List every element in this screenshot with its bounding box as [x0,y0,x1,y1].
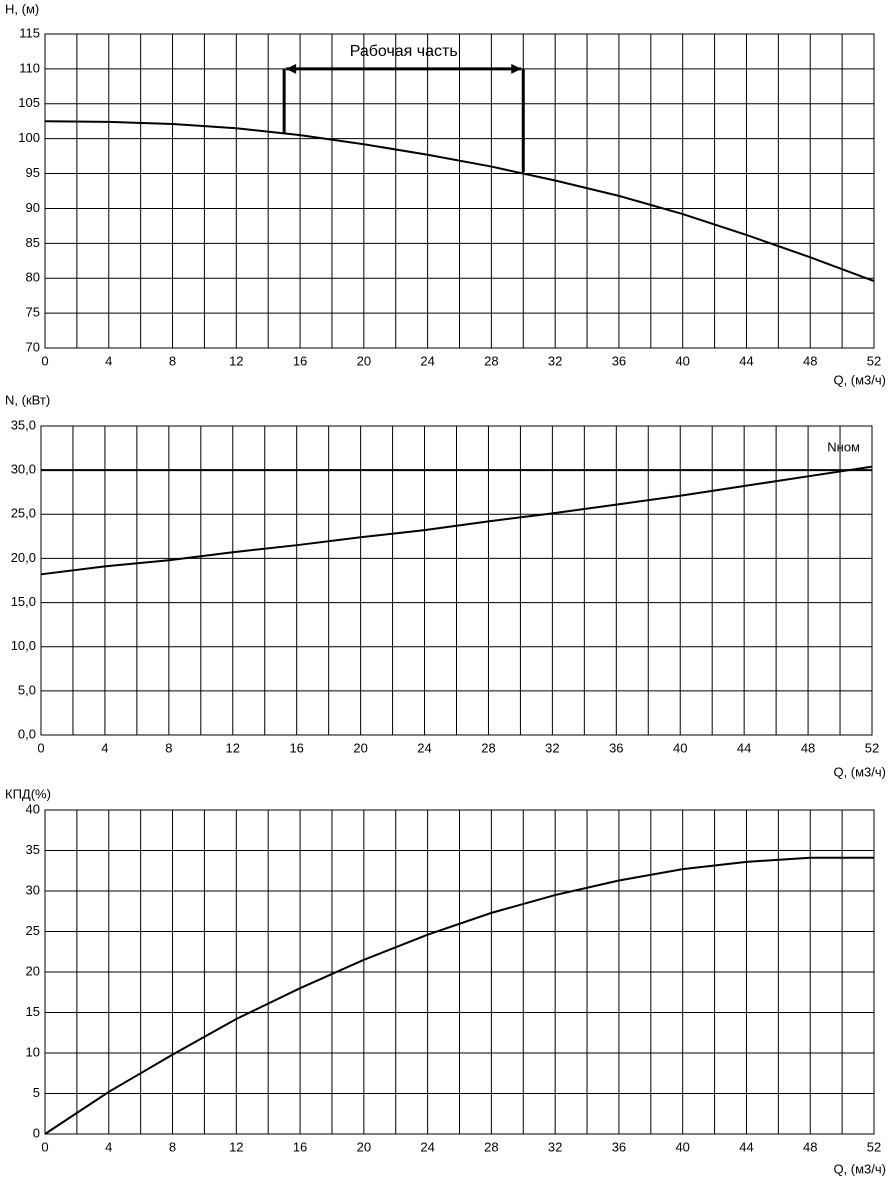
x-tick-label: 12 [229,1139,243,1154]
x-tick-label: 44 [739,353,753,368]
line-series [44,120,875,282]
x-tick-label: 28 [481,740,495,755]
x-tick-label: 32 [548,353,562,368]
line-series [44,856,874,1135]
x-tick-label: 36 [612,1139,626,1154]
x-tick-label: 16 [293,1139,307,1154]
y-tick-label: 100 [18,130,40,145]
x-tick-label: 52 [865,740,879,755]
y-axis-label: КПД(%) [5,786,51,801]
x-tick-label: 44 [737,740,751,755]
y-tick-label: 90 [26,200,40,215]
y-tick-label: 0 [33,1125,40,1140]
x-tick-label: 0 [41,353,48,368]
y-tick-label: 40 [26,801,40,816]
y-tick-label: 75 [26,305,40,320]
x-tick-label: 24 [420,1139,434,1154]
y-tick-label: 35 [26,842,40,857]
y-tick-label: 85 [26,235,40,250]
x-tick-label: 12 [229,353,243,368]
y-tick-label: 110 [19,60,40,75]
x-tick-label: 8 [169,353,176,368]
x-tick-label: 28 [484,1139,498,1154]
y-tick-label: 30 [26,882,40,897]
annotation-text: Рабочая часть [350,43,458,60]
arrow-head [286,63,297,74]
x-tick-label: 16 [293,353,307,368]
y-tick-label: 70 [26,339,40,354]
y-tick-label: 15 [26,1004,40,1019]
y-tick-label: 20 [26,963,40,978]
y-axis-label: N, (кВт) [5,392,50,407]
x-tick-label: 12 [226,740,240,755]
y-tick-label: 25,0 [11,506,36,521]
y-tick-label: 5,0 [18,682,36,697]
x-tick-label: 52 [867,1139,881,1154]
x-axis-label: Q, (м3/ч) [833,372,886,387]
y-tick-label: 80 [26,270,40,285]
x-tick-label: 16 [289,740,303,755]
x-tick-label: 48 [803,1139,817,1154]
x-tick-label: 20 [353,740,367,755]
y-tick-label: 115 [19,25,40,40]
x-axis-label: Q, (м3/ч) [833,764,886,779]
x-tick-label: 48 [803,353,817,368]
x-tick-label: 4 [105,1139,112,1154]
x-tick-label: 32 [548,1139,562,1154]
arrow-head [511,63,522,74]
y-tick-label: 25 [26,923,40,938]
x-tick-label: 48 [801,740,815,755]
x-tick-label: 24 [420,353,434,368]
x-tick-label: 4 [105,353,112,368]
y-tick-label: 5 [33,1085,40,1100]
x-tick-label: 52 [867,353,881,368]
y-tick-label: 15,0 [11,594,36,609]
x-tick-label: 24 [417,740,431,755]
y-tick-label: 105 [18,95,40,110]
y-tick-label: 0,0 [18,726,36,741]
x-tick-label: 40 [675,353,689,368]
y-axis-label: H, (м) [5,1,39,16]
x-tick-label: 32 [545,740,559,755]
line-series [40,465,873,576]
x-tick-label: 0 [41,1139,48,1154]
y-tick-label: 95 [26,165,40,180]
x-tick-label: 20 [357,353,371,368]
y-tick-label: 10 [26,1044,40,1059]
x-tick-label: 8 [165,740,172,755]
x-tick-label: 8 [169,1139,176,1154]
y-tick-label: 30,0 [11,462,36,477]
x-axis-label: Q, (м3/ч) [833,1161,886,1176]
x-tick-label: 36 [612,353,626,368]
y-tick-label: 20,0 [11,550,36,565]
x-tick-label: 40 [673,740,687,755]
x-tick-label: 0 [37,740,44,755]
reference-label: Nном [827,440,860,455]
x-tick-label: 20 [357,1139,371,1154]
y-tick-label: 10,0 [11,638,36,653]
x-tick-label: 4 [101,740,108,755]
x-tick-label: 28 [484,353,498,368]
x-tick-label: 36 [609,740,623,755]
x-tick-label: 44 [739,1139,753,1154]
y-tick-label: 35,0 [11,417,36,432]
x-tick-label: 40 [675,1139,689,1154]
